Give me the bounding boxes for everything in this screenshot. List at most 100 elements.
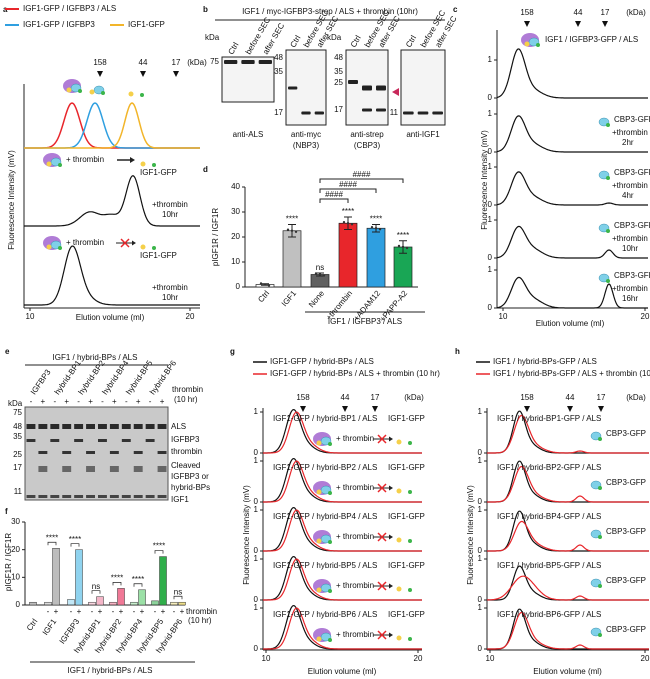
- marker-arrow: [575, 21, 581, 27]
- significance: ****: [370, 215, 382, 224]
- lane-label: Ctrl: [288, 34, 302, 49]
- trace: [24, 175, 200, 227]
- complex-label: IGF1 / hybrid-BP6-GFP / ALS: [497, 610, 601, 619]
- x-tick-label: 20: [186, 312, 195, 321]
- action-label: + thrombin: [336, 483, 374, 492]
- size-marker: 75: [13, 408, 22, 417]
- bar: [117, 588, 125, 606]
- complex-label: IGF1 / hybrid-BP2-GFP / ALS: [497, 463, 601, 472]
- band: [74, 495, 84, 498]
- size-marker: 44: [574, 8, 583, 17]
- band: [145, 495, 155, 498]
- y-tick-label: 0: [254, 497, 259, 506]
- target-label: (NBP3): [293, 141, 320, 150]
- arrow-head: [132, 240, 136, 246]
- product-label: IGF1-GFP: [388, 561, 425, 570]
- bar: [88, 601, 96, 606]
- bar: [75, 549, 83, 606]
- gfp-icon: [78, 89, 82, 93]
- gfp-icon: [408, 539, 412, 543]
- y-tick-label: 0: [254, 448, 259, 457]
- size-marker: 44: [139, 58, 148, 67]
- product-label: CBP3-GFP: [614, 221, 650, 230]
- significance: ****: [69, 535, 81, 544]
- complex-label: IGF1 / hybrid-BP5-GFP / ALS: [497, 561, 601, 570]
- x-axis-title: Elution volume (ml): [308, 667, 377, 676]
- y-tick-label: 1: [254, 407, 259, 416]
- band: [38, 451, 48, 454]
- group-label: IGF1 / hybrid-BPs / ALS: [68, 666, 153, 675]
- band-label: thrombin: [171, 447, 202, 456]
- size-marker: 17: [597, 393, 606, 402]
- band: [133, 466, 143, 472]
- y-tick-label: 0: [488, 93, 493, 102]
- comparison-label: ####: [339, 180, 357, 189]
- complex-label: IGF1-GFP / hybrid-BP5 / ALS: [273, 561, 377, 570]
- comparison-bracket: [112, 582, 122, 586]
- y-tick-label: 1: [254, 603, 259, 612]
- trace: [263, 460, 422, 503]
- y-tick-label: 0: [478, 497, 483, 506]
- band: [38, 424, 48, 429]
- igf1-icon: [140, 244, 146, 250]
- size-marker: 17: [274, 108, 283, 117]
- arrow-head: [389, 436, 393, 442]
- replicate-dot: [378, 228, 382, 231]
- band: [121, 495, 131, 498]
- sign: -: [125, 397, 128, 406]
- band: [314, 111, 324, 115]
- igf1-icon: [66, 87, 72, 93]
- band: [403, 111, 414, 115]
- legend-label: IGF1-GFP: [128, 20, 165, 29]
- bar: [151, 600, 159, 606]
- condition-label: 4hr: [622, 191, 634, 200]
- trace: [24, 102, 200, 149]
- replicate-dot: [290, 229, 294, 232]
- lane-label: Ctrl: [404, 34, 418, 49]
- sign: +: [180, 607, 185, 616]
- sign: +: [88, 397, 93, 406]
- size-marker: 35: [334, 67, 343, 76]
- sign: +: [41, 397, 46, 406]
- trace: [496, 115, 648, 153]
- legend-label: IGF1 / hybrid-BPs-GFP / ALS + thrombin (…: [493, 369, 650, 378]
- bar: [282, 230, 302, 288]
- y-tick-label: 0: [488, 147, 493, 156]
- sign: -: [112, 607, 115, 616]
- band: [26, 424, 36, 429]
- band: [26, 439, 36, 442]
- product-label: CBP3-GFP: [614, 168, 650, 177]
- igf1-icon: [316, 538, 322, 544]
- comparison-bracket: [47, 541, 57, 546]
- size-marker: 11: [390, 108, 399, 117]
- comparison-bracket: [70, 543, 80, 547]
- marker-arrow: [567, 406, 573, 412]
- antibody-label: anti-myc: [291, 130, 321, 139]
- trace: [496, 225, 648, 259]
- x-tick-label: 10: [486, 654, 495, 663]
- legend-label: IGF1-GFP / IGFBP3: [23, 20, 95, 29]
- bar: [29, 601, 37, 606]
- y-tick-label: 0: [478, 644, 483, 653]
- sign: +: [160, 397, 165, 406]
- product-label: CBP3-GFP: [614, 115, 650, 124]
- sign: -: [70, 607, 73, 616]
- gel: [24, 406, 169, 501]
- size-marker: 11: [14, 487, 23, 496]
- arrow-head: [389, 632, 393, 638]
- product-label: IGF1-GFP: [140, 251, 177, 260]
- trace: [487, 611, 649, 650]
- trace: [263, 411, 422, 454]
- band: [50, 424, 60, 429]
- action-label: + thrombin: [336, 434, 374, 443]
- trace: [263, 607, 422, 650]
- y-tick-label: 0: [254, 546, 259, 555]
- size-marker: 48: [13, 422, 22, 431]
- x-tick-label: 10: [499, 312, 508, 321]
- unit: (kDa): [626, 8, 646, 17]
- igf1-icon: [316, 587, 322, 593]
- replicate-dot: [322, 274, 326, 277]
- band: [133, 424, 143, 429]
- trace: [263, 558, 422, 601]
- group-label: IGF1 / IGFBP3 / ALS: [328, 317, 402, 326]
